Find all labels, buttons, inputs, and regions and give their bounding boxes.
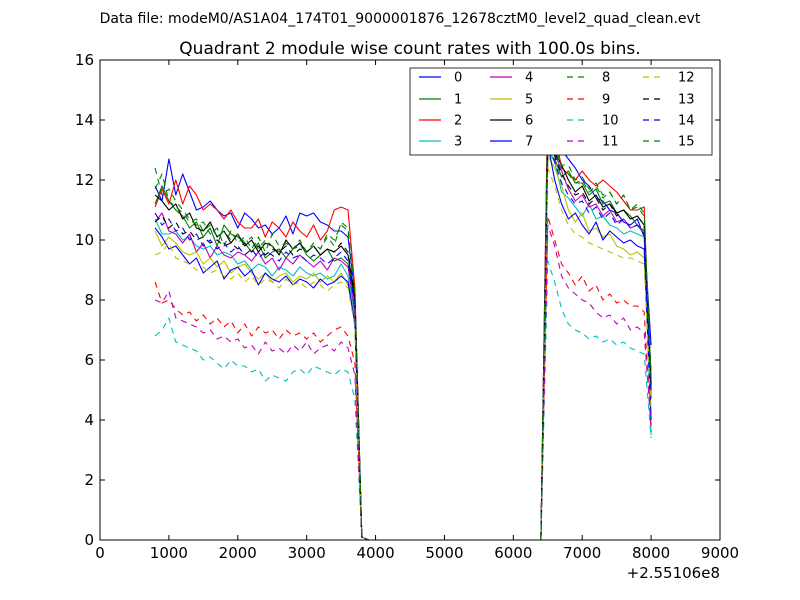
x-tick-label: 8000 xyxy=(632,544,670,562)
tick-layer xyxy=(99,59,721,541)
series-line-11 xyxy=(154,224,652,541)
y-tick-labels: 0 2 4 6 8 10 12 14 16 xyxy=(75,51,94,549)
x-tick-label: 7000 xyxy=(563,544,601,562)
y-tick-label: 16 xyxy=(75,51,94,69)
legend-label-11: 11 xyxy=(602,135,619,150)
legend-label-10: 10 xyxy=(602,114,619,129)
legend-label-15: 15 xyxy=(678,135,695,150)
legend-label-5: 5 xyxy=(525,93,533,108)
legend-label-2: 2 xyxy=(454,114,462,129)
series-line-5 xyxy=(154,155,652,541)
x-tick-label: 5000 xyxy=(425,544,463,562)
legend-label-12: 12 xyxy=(678,71,695,86)
legend-label-9: 9 xyxy=(602,93,610,108)
x-tick-labels: 0 1000 2000 3000 4000 5000 6000 7000 8000 9000 xyxy=(95,544,739,562)
legend-label-13: 13 xyxy=(678,93,695,108)
y-tick-label: 10 xyxy=(75,231,94,249)
y-tick-label: 6 xyxy=(84,351,94,369)
series-line-0 xyxy=(154,98,652,541)
legend-label-7: 7 xyxy=(525,135,533,150)
legend-label-14: 14 xyxy=(678,114,695,129)
x-tick-label: 3000 xyxy=(288,544,326,562)
data-file-label: Data file: modeM0/AS1A04_174T01_90000018… xyxy=(100,11,701,27)
y-tick-label: 4 xyxy=(84,411,94,429)
legend-label-0: 0 xyxy=(454,71,462,86)
series-line-3 xyxy=(154,149,652,541)
series-line-14 xyxy=(154,140,652,541)
x-offset-label: +2.55106e8 xyxy=(627,564,720,582)
series-line-4 xyxy=(154,128,652,541)
legend-label-4: 4 xyxy=(525,71,533,86)
series-line-12 xyxy=(154,167,652,541)
y-tick-label: 14 xyxy=(75,111,94,129)
legend-frame xyxy=(409,67,713,156)
series-line-2 xyxy=(154,95,652,541)
y-tick-label: 12 xyxy=(75,171,94,189)
legend-label-1: 1 xyxy=(454,93,462,108)
x-tick-label: 0 xyxy=(95,544,105,562)
x-tick-label: 1000 xyxy=(150,544,188,562)
series-line-9 xyxy=(154,215,652,541)
y-tick-label: 8 xyxy=(84,291,94,309)
x-tick-label: 9000 xyxy=(701,544,739,562)
chart-title: Quadrant 2 module wise count rates with … xyxy=(179,39,640,59)
y-tick-label: 2 xyxy=(84,471,94,489)
series-line-6 xyxy=(154,134,652,541)
y-tick-label: 0 xyxy=(84,531,94,549)
x-tick-label: 4000 xyxy=(356,544,394,562)
x-tick-label: 6000 xyxy=(494,544,532,562)
series-line-10 xyxy=(154,260,652,541)
x-tick-label: 2000 xyxy=(219,544,257,562)
legend-label-3: 3 xyxy=(454,135,462,150)
legend-label-8: 8 xyxy=(602,71,610,86)
series-line-7 xyxy=(154,143,652,541)
series-layer xyxy=(154,95,652,541)
legend-label-6: 6 xyxy=(525,114,533,129)
